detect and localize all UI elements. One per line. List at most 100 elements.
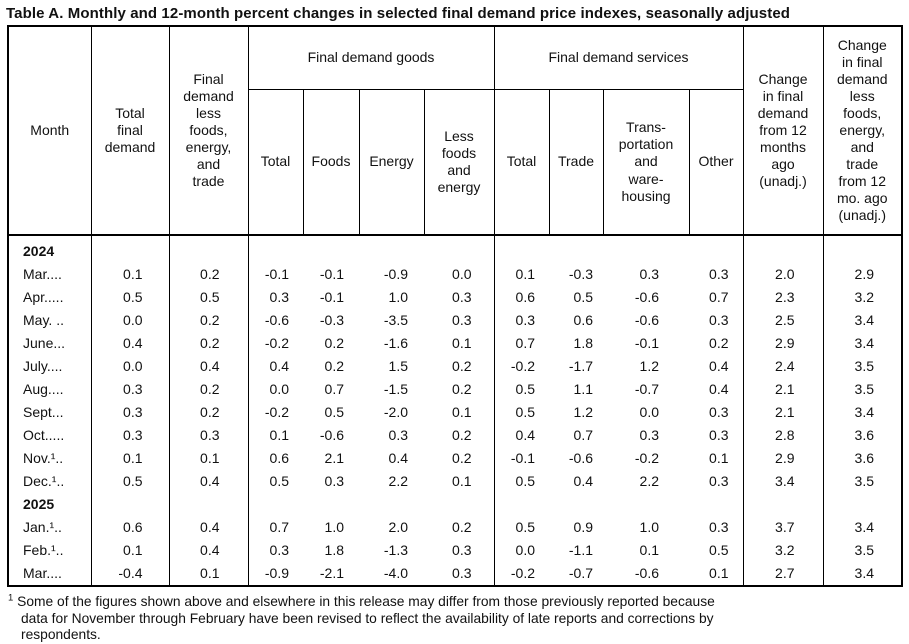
data-cell (247, 235, 303, 263)
data-cell: 0.5 (493, 470, 549, 493)
col-header-services-total: Total (493, 89, 550, 236)
data-cell: 0.5 (709, 542, 729, 558)
table-row: Dec.¹.. 0.5 0.4 0.5 0.3 2.2 0.1 0.5 0.4 2.2 0.3 3.4… (8, 470, 902, 493)
data-cell: 0.3 (709, 266, 729, 282)
table-row: May. .. 0.0 0.2 -0.6 -0.3 -3.5 0.3 0.3 0.6 -0.6 0.… (8, 309, 902, 332)
data-cell (168, 493, 248, 516)
data-cell: 1.2 (639, 358, 659, 374)
data-cell: -0.2 (493, 355, 549, 378)
data-cell: 3.5 (822, 355, 902, 378)
data-cell: 0.2 (324, 335, 344, 351)
data-cell: 2.5 (742, 309, 823, 332)
data-cell: 0.3 (709, 519, 729, 535)
data-cell: 0.5 (247, 470, 303, 493)
data-cell (303, 235, 359, 263)
data-cell: 0.0 (452, 266, 472, 282)
footnote-text: Some of the figures shown above and else… (17, 594, 715, 643)
data-cell: 3.4 (822, 309, 902, 332)
col-header-services-transportation: Trans- portation and ware- housing (602, 89, 690, 236)
month-label: July.... (23, 358, 63, 374)
data-cell: 0.3 (168, 424, 248, 447)
data-cell: 0.4 (573, 473, 593, 489)
data-cell (822, 493, 902, 516)
data-cell: -0.6 (634, 565, 659, 581)
data-cell: 0.1 (90, 263, 169, 286)
month-label: June... (23, 335, 66, 351)
month-label: Mar.... (23, 565, 62, 581)
data-cell: 0.6 (573, 312, 593, 328)
data-cell (822, 235, 902, 263)
data-cell: -3.5 (383, 312, 408, 328)
data-cell: -0.2 (247, 401, 303, 424)
data-cell: 2.0 (388, 519, 408, 535)
data-cell (359, 235, 424, 263)
data-cell: -0.2 (493, 562, 549, 586)
data-cell (303, 493, 359, 516)
table-body: 2024 Mar.... 0.1 0.2 -0.1 -0.1 -0.9 0.0 0.1 -0.3 0… (8, 235, 902, 586)
data-cell: 1.1 (573, 381, 593, 397)
data-cell: 3.5 (822, 378, 902, 401)
month-label: Aug.... (23, 381, 64, 397)
header-group-row: Month Total final demand Final demand le… (7, 25, 903, 236)
data-cell: 0.3 (493, 309, 549, 332)
data-cell: 0.2 (452, 450, 472, 466)
data-cell: 0.2 (709, 335, 729, 351)
table-title: Table A. Monthly and 12-month percent ch… (6, 5, 791, 22)
month-label: Dec.¹.. (23, 473, 65, 489)
year-label: 2024 (23, 243, 55, 259)
data-cell: -0.9 (383, 266, 408, 282)
data-cell: 3.6 (822, 447, 902, 470)
data-cell: 3.7 (742, 516, 823, 539)
data-cell: 0.3 (639, 266, 659, 282)
data-cell: 0.0 (247, 378, 303, 401)
data-cell: -0.4 (90, 562, 169, 586)
data-cell: -1.3 (383, 542, 408, 558)
table-row: June... 0.4 0.2 -0.2 0.2 -1.6 0.1 0.7 1.8 -0.1 0.2… (8, 332, 902, 355)
data-cell: 3.4 (822, 516, 902, 539)
data-cell: -0.1 (319, 266, 344, 282)
data-cell: 0.1 (168, 562, 248, 586)
data-cell: 3.2 (822, 286, 902, 309)
data-cell: 0.1 (452, 404, 472, 420)
data-cell (493, 493, 549, 516)
data-cell: 0.3 (90, 401, 169, 424)
month-label: Sept... (23, 404, 64, 420)
data-cell: 0.1 (709, 565, 729, 581)
col-header-services-other: Other (688, 89, 744, 236)
data-cell: 0.5 (90, 286, 169, 309)
month-label: Oct..... (23, 427, 65, 443)
data-cell: 0.1 (493, 263, 549, 286)
data-cell: 0.3 (324, 473, 344, 489)
data-cell: 0.7 (247, 516, 303, 539)
month-label: Nov.¹.. (23, 450, 64, 466)
data-cell: -0.6 (634, 289, 659, 305)
data-cell: 0.3 (709, 312, 729, 328)
data-cell: 0.2 (168, 378, 248, 401)
data-cell: 0.5 (168, 286, 248, 309)
table-row: Oct..... 0.3 0.3 0.1 -0.6 0.3 0.2 0.4 0.7 0.3 0.3 2… (8, 424, 902, 447)
data-cell: 0.4 (168, 539, 248, 562)
col-header-services-trade: Trade (548, 89, 604, 236)
data-cell: 0.0 (90, 309, 169, 332)
data-cell: 2.2 (388, 473, 408, 489)
footnote-marker: 1 (8, 592, 14, 604)
data-cell: 0.3 (709, 473, 729, 489)
data-cell: 0.1 (168, 447, 248, 470)
data-cell: 0.3 (452, 312, 472, 328)
data-cell: 2.0 (742, 263, 823, 286)
table-header: Month Total final demand Final demand le… (7, 25, 903, 236)
data-cell: 0.2 (168, 309, 248, 332)
data-cell: 1.0 (324, 519, 344, 535)
col-header-less-foods-energy-trade: Final demand less foods, energy, and tra… (168, 25, 249, 236)
data-cell: 0.7 (324, 381, 344, 397)
data-cell: 3.5 (822, 470, 902, 493)
data-cell: 0.0 (90, 355, 169, 378)
data-cell: 3.2 (742, 539, 823, 562)
data-cell: 0.7 (493, 332, 549, 355)
data-cell: 0.4 (493, 424, 549, 447)
data-cell: -0.1 (247, 263, 303, 286)
data-cell: 0.3 (90, 378, 169, 401)
data-cell: 2.7 (742, 562, 823, 586)
data-cell: -0.9 (247, 562, 303, 586)
data-cell: -1.5 (383, 381, 408, 397)
